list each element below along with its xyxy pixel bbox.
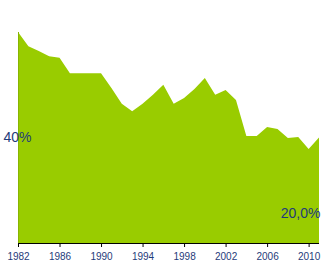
svg-text:1994: 1994 [132,251,155,262]
svg-text:20,0%: 20,0% [281,205,321,221]
svg-text:1990: 1990 [90,251,113,262]
svg-text:1986: 1986 [49,251,72,262]
svg-text:2006: 2006 [256,251,279,262]
svg-text:40%: 40% [4,129,32,145]
svg-text:1982: 1982 [7,251,30,262]
svg-text:1998: 1998 [173,251,196,262]
svg-text:2002: 2002 [215,251,238,262]
svg-text:2010: 2010 [298,251,321,262]
